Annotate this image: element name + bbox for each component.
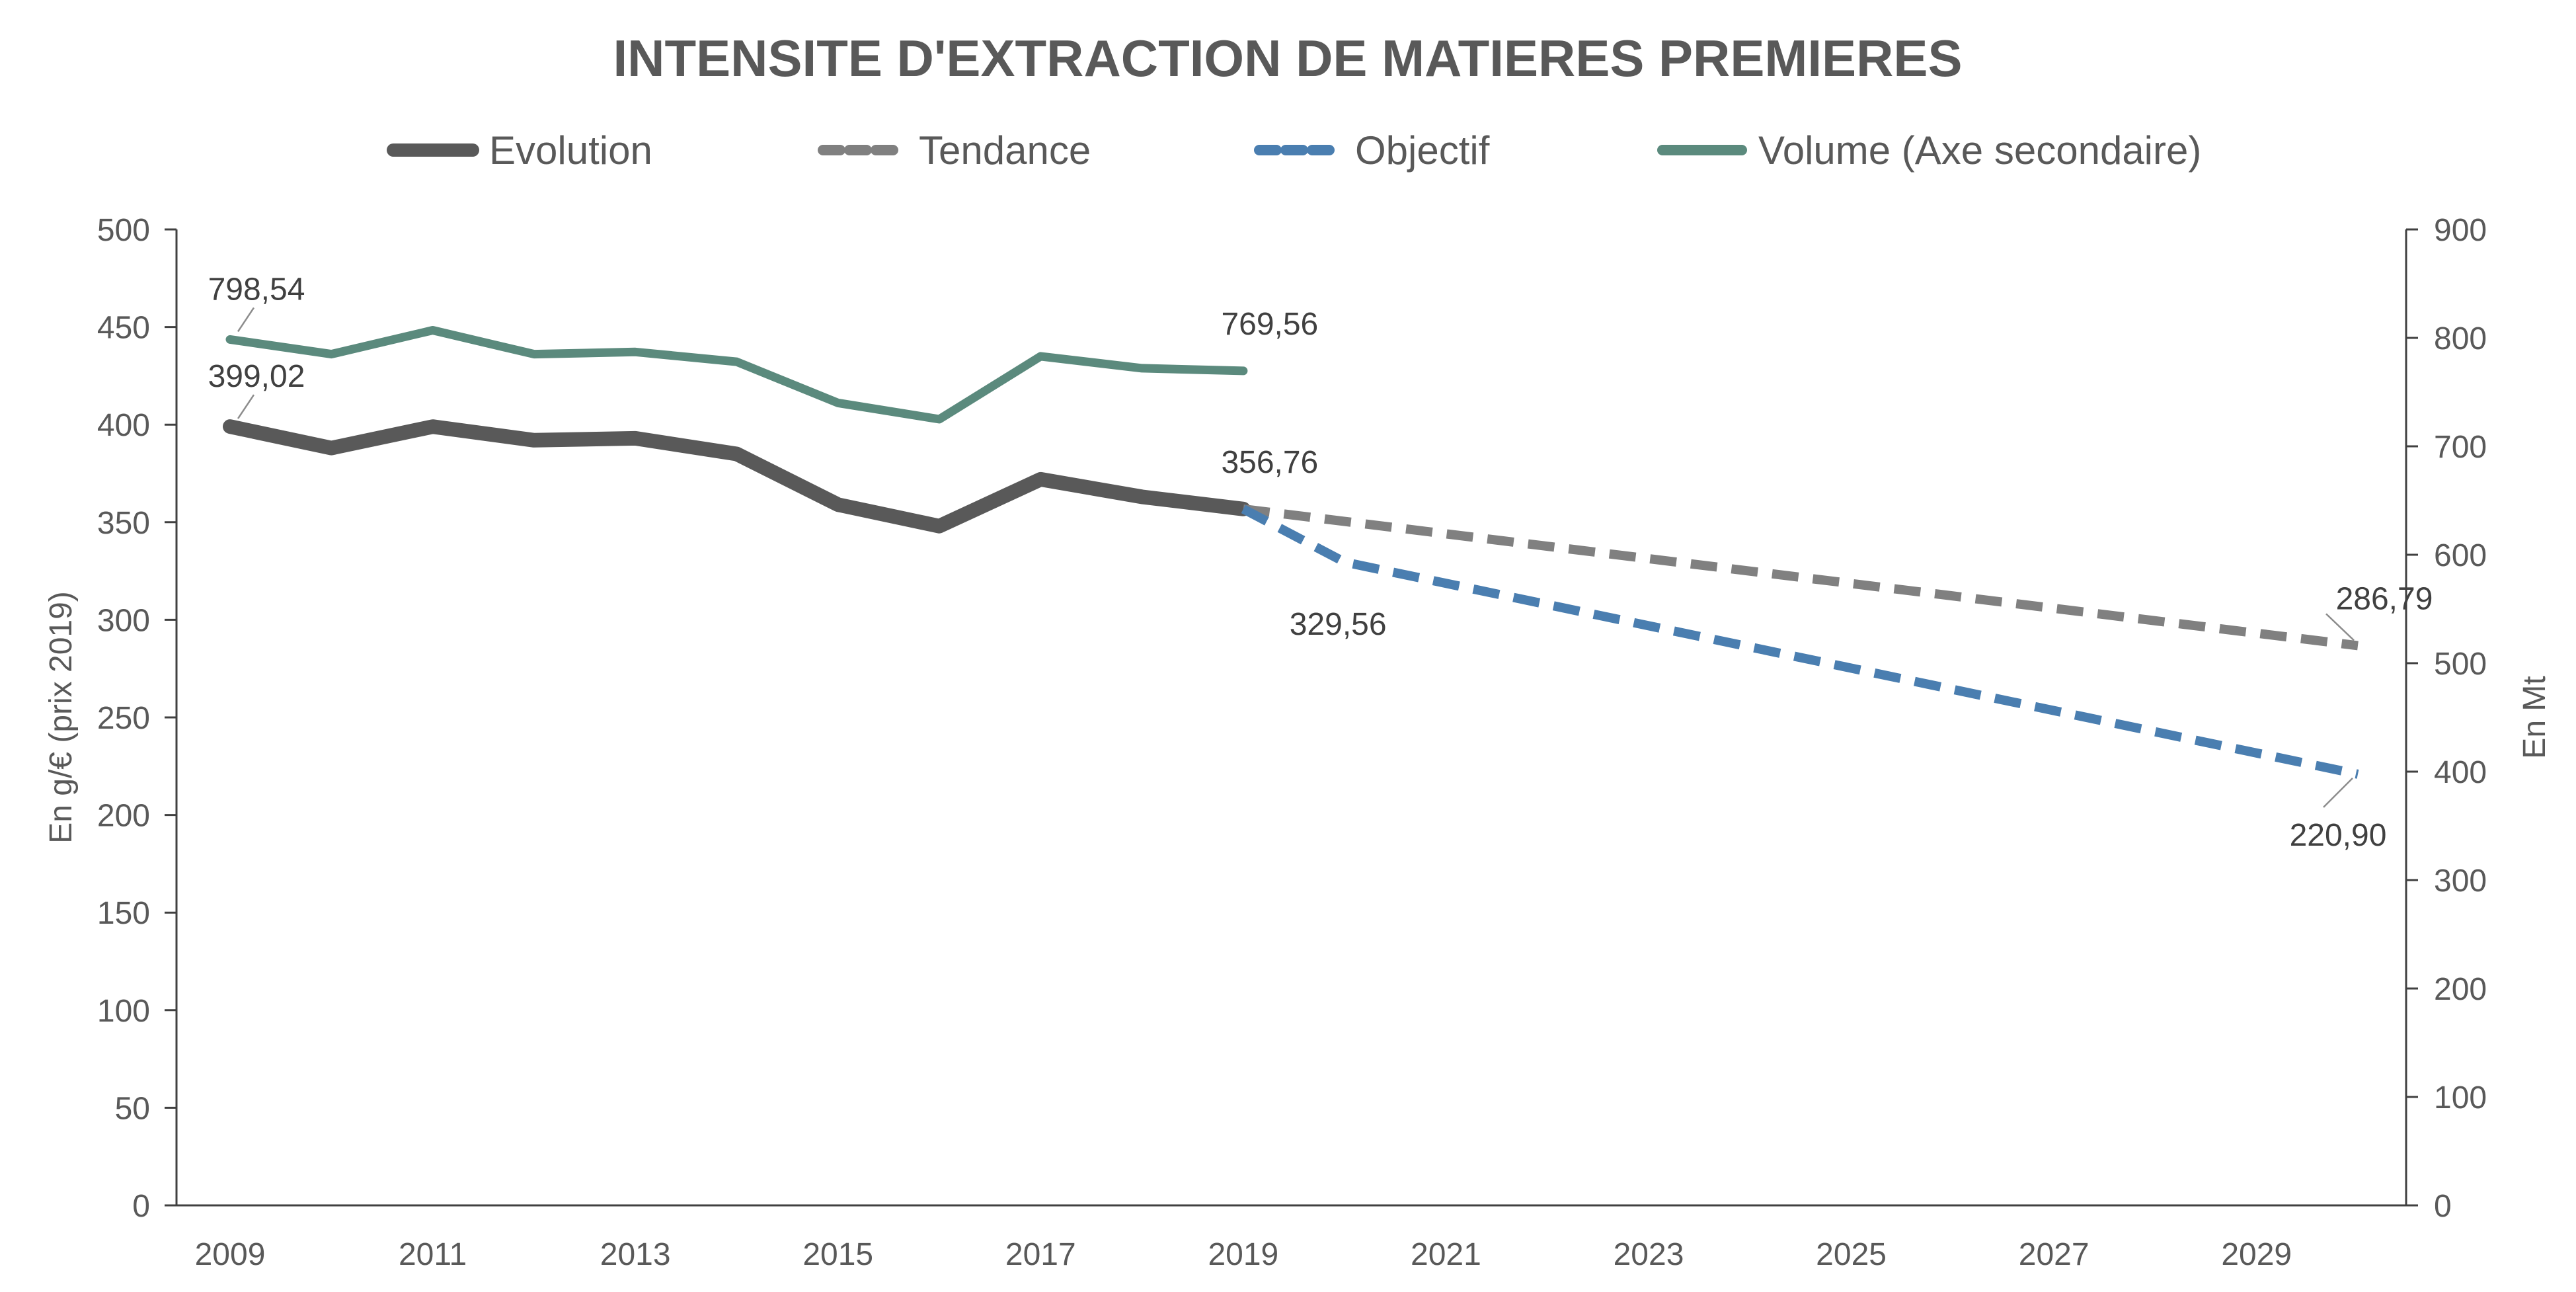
data-label-leader (2325, 613, 2355, 641)
x-tick-label: 2027 (2019, 1237, 2089, 1272)
x-tick-label: 2023 (1614, 1237, 1684, 1272)
y-tick-label: 100 (97, 994, 150, 1029)
x-tick-label: 2019 (1208, 1237, 1278, 1272)
legend-label-objectif: Objectif (1355, 128, 1490, 173)
x-tick-label: 2021 (1411, 1237, 1481, 1272)
x-axis-ticks: 2009 2011 2013 2015 2017 2019 2021 2023 2025 2027… (195, 1237, 2292, 1272)
chart-title: INTENSITE D'EXTRACTION DE MATIERES PREMI… (613, 29, 1963, 87)
series-line-objectif (1241, 505, 2359, 779)
y-axis-ticks: 0 50 100 150 200 250 300 350 400 450 500 (97, 213, 176, 1224)
y-tick-label: 300 (97, 603, 150, 638)
legend-label-tendance: Tendance (919, 128, 1091, 173)
y-tick-label: 250 (97, 701, 150, 736)
series-line-evolution (223, 419, 1251, 534)
data-label-leader (237, 394, 255, 419)
y2-tick-label: 600 (2434, 538, 2487, 573)
x-tick-label: 2017 (1005, 1237, 1076, 1272)
y2-axis-title: En Mt (2517, 676, 2552, 758)
y-tick-label: 150 (97, 896, 150, 931)
y2-tick-label: 400 (2434, 755, 2487, 790)
y2-axis-ticks: 0 100 200 300 400 500 600 700 800 900 (2406, 213, 2487, 1224)
series-line-tendance (1243, 504, 2359, 651)
data-label: 769,56 (1221, 307, 1318, 342)
y-tick-label: 500 (97, 213, 150, 248)
data-label-leader (237, 307, 255, 333)
data-labels-layer: 798,54 769,56 399,02 356,76 329,56 286,79 220,… (208, 272, 2433, 853)
x-tick-label: 2013 (600, 1237, 671, 1272)
data-label: 798,54 (208, 272, 305, 307)
y2-tick-label: 200 (2434, 972, 2487, 1007)
data-label: 399,02 (208, 359, 305, 394)
data-label: 286,79 (2336, 581, 2433, 616)
x-tick-label: 2009 (195, 1237, 266, 1272)
y-tick-label: 0 (132, 1189, 150, 1224)
y-tick-label: 200 (97, 799, 150, 834)
y2-tick-label: 800 (2434, 321, 2487, 356)
data-label: 329,56 (1290, 607, 1387, 642)
y-tick-label: 350 (97, 506, 150, 541)
y2-tick-label: 0 (2434, 1189, 2452, 1224)
x-tick-label: 2025 (1816, 1237, 1887, 1272)
series-line-volume-axe-secondaire (225, 326, 1248, 424)
data-label: 356,76 (1221, 445, 1318, 480)
y-tick-label: 450 (97, 311, 150, 346)
legend: Evolution Tendance Objectif Volume (Axe … (387, 128, 2201, 173)
series-layer (223, 326, 2359, 779)
x-tick-label: 2015 (802, 1237, 873, 1272)
x-tick-label: 2029 (2221, 1237, 2292, 1272)
y2-tick-label: 300 (2434, 864, 2487, 899)
legend-label-volume: Volume (Axe secondaire) (1758, 128, 2201, 173)
y-tick-label: 400 (97, 408, 150, 443)
y2-tick-label: 900 (2434, 213, 2487, 248)
y2-tick-label: 500 (2434, 647, 2487, 682)
data-label: 220,90 (2290, 818, 2387, 853)
y2-tick-label: 700 (2434, 430, 2487, 465)
data-label-leader (2323, 778, 2353, 808)
y-axis-title: En g/€ (prix 2019) (44, 591, 79, 844)
legend-label-evolution: Evolution (489, 128, 652, 173)
x-tick-label: 2011 (399, 1237, 467, 1272)
y2-tick-label: 100 (2434, 1080, 2487, 1115)
y-tick-label: 50 (115, 1091, 150, 1126)
